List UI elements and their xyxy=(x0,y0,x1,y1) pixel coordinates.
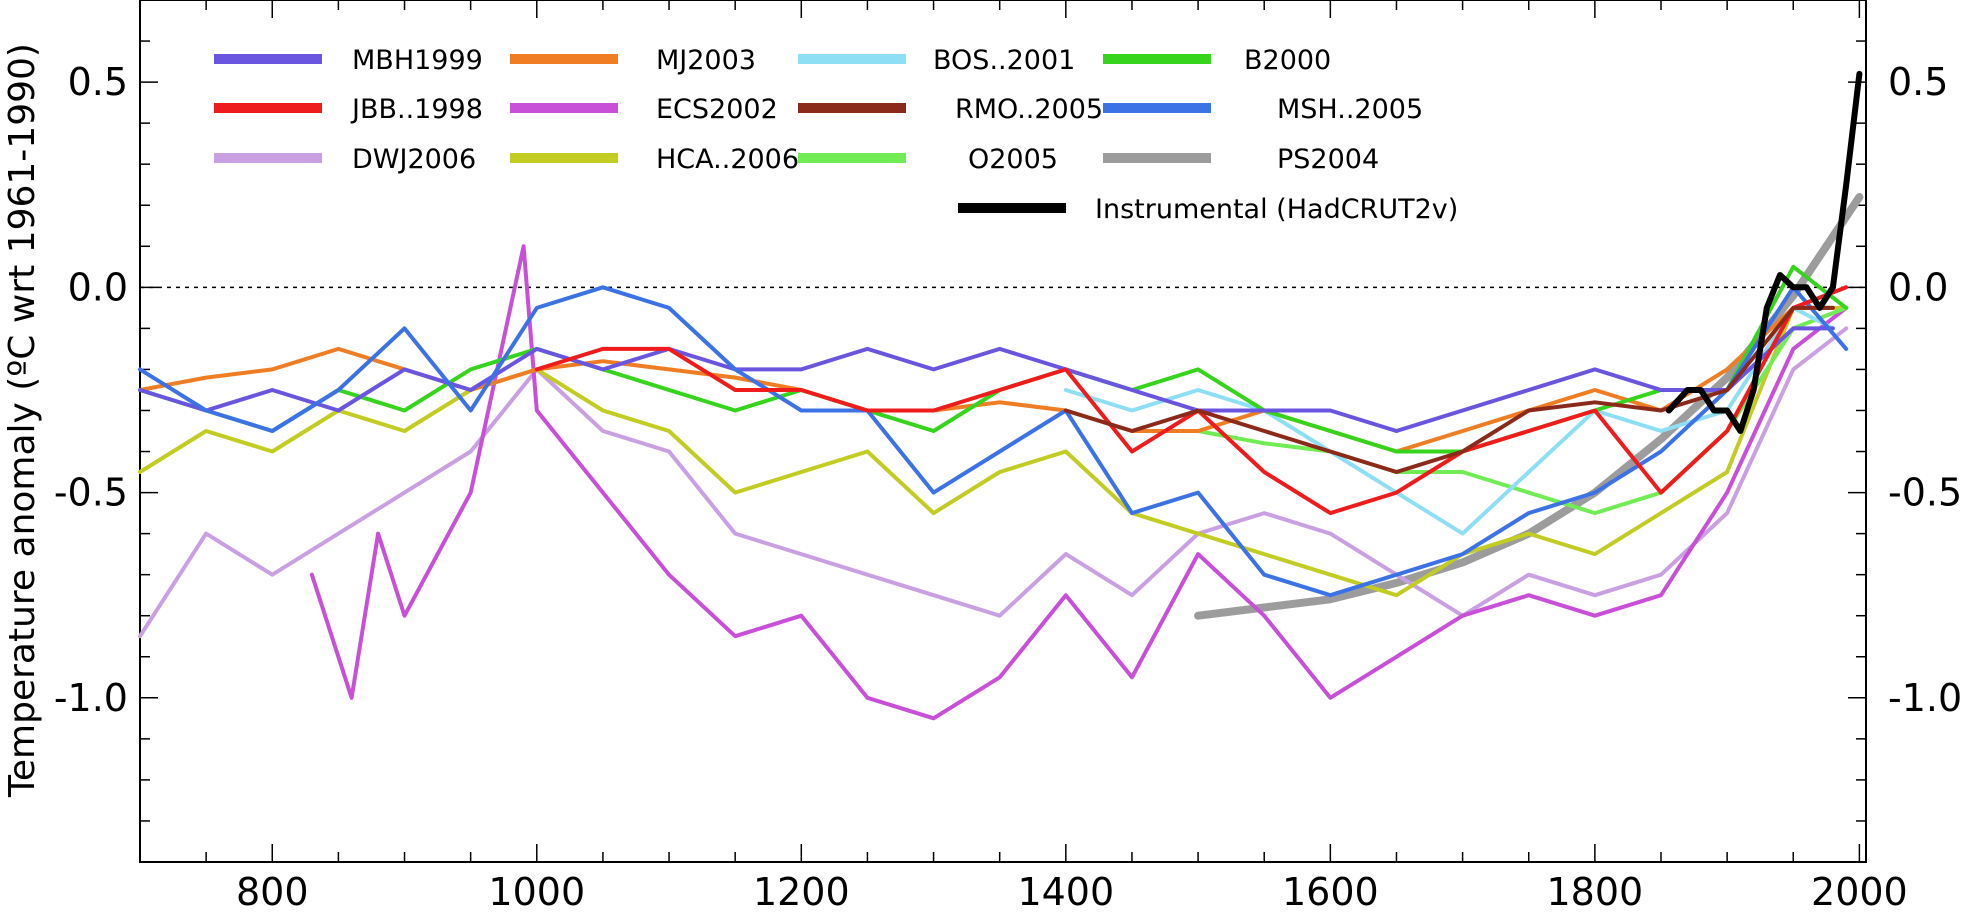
x-tick-label: 1000 xyxy=(488,870,585,914)
legend: MBH1999 MJ2003 BOS..2001 B2000 JBB..1998 ECS2… xyxy=(214,45,1458,225)
series-line-ecs2002 xyxy=(309,244,1849,721)
x-tick-label: 1800 xyxy=(1547,870,1644,914)
legend-label-mj2003: MJ2003 xyxy=(656,45,756,76)
legend-label-b2000: B2000 xyxy=(1244,45,1331,76)
y-tick-label-left: 0.5 xyxy=(68,60,128,104)
series-line-hca-2006 xyxy=(138,305,1849,598)
legend-label-o2005: O2005 xyxy=(968,144,1058,175)
y-tick-label-left: 0.0 xyxy=(68,265,128,309)
y-tick-label-left: -1.0 xyxy=(54,676,128,720)
axis-ticks xyxy=(139,0,1866,862)
series-line-dwj2006 xyxy=(138,326,1849,639)
legend-label-dwj2006: DWJ2006 xyxy=(352,144,476,175)
series-line-msh-2005 xyxy=(138,285,1849,598)
y-tick-labels-right: 0.5 0.0 -0.5 -1.0 xyxy=(1888,60,1962,720)
x-tick-label: 1200 xyxy=(753,870,850,914)
legend-label-mbh1999: MBH1999 xyxy=(352,45,483,76)
y-tick-label-right: -1.0 xyxy=(1888,676,1962,720)
legend-label-ps2004: PS2004 xyxy=(1277,144,1379,175)
x-tick-label: 1600 xyxy=(1282,870,1379,914)
series-layer xyxy=(138,70,1864,721)
y-tick-label-right: 0.5 xyxy=(1888,60,1948,104)
series-line-mj2003 xyxy=(138,305,1835,454)
series-line-instrumental-hadcrut2v xyxy=(1665,70,1863,434)
legend-label-jbb-1998: JBB..1998 xyxy=(350,94,483,125)
legend-label-hca-2006: HCA..2006 xyxy=(656,144,799,175)
legend-label-rmo-2005: RMO..2005 xyxy=(955,94,1103,125)
plot-frame xyxy=(139,0,1867,863)
y-axis-title: Temperature anomaly (ºC wrt 1961-1990) xyxy=(2,43,43,798)
y-tick-label-right: 0.0 xyxy=(1888,265,1948,309)
y-tick-label-right: -0.5 xyxy=(1888,471,1962,515)
legend-label-instrumental-hadcrut2v: Instrumental (HadCRUT2v) xyxy=(1095,194,1458,225)
x-tick-label: 2000 xyxy=(1811,870,1908,914)
x-tick-labels: 800 1000 1200 1400 1600 1800 2000 xyxy=(236,870,1908,914)
series-line-b2000 xyxy=(138,264,1849,454)
series-line-ps2004 xyxy=(1194,193,1864,620)
legend-label-bos-2001: BOS..2001 xyxy=(933,45,1075,76)
y-tick-label-left: -0.5 xyxy=(54,471,128,515)
legend-label-msh-2005: MSH..2005 xyxy=(1277,94,1423,125)
x-tick-label: 800 xyxy=(236,870,309,914)
series-line-jbb-1998 xyxy=(534,285,1849,516)
series-line-mbh1999 xyxy=(138,326,1835,433)
legend-label-ecs2002: ECS2002 xyxy=(656,94,778,125)
x-tick-label: 1400 xyxy=(1017,870,1114,914)
y-tick-labels-left: 0.5 0.0 -0.5 -1.0 xyxy=(54,60,128,720)
series-line-rmo-2005 xyxy=(1063,305,1835,474)
